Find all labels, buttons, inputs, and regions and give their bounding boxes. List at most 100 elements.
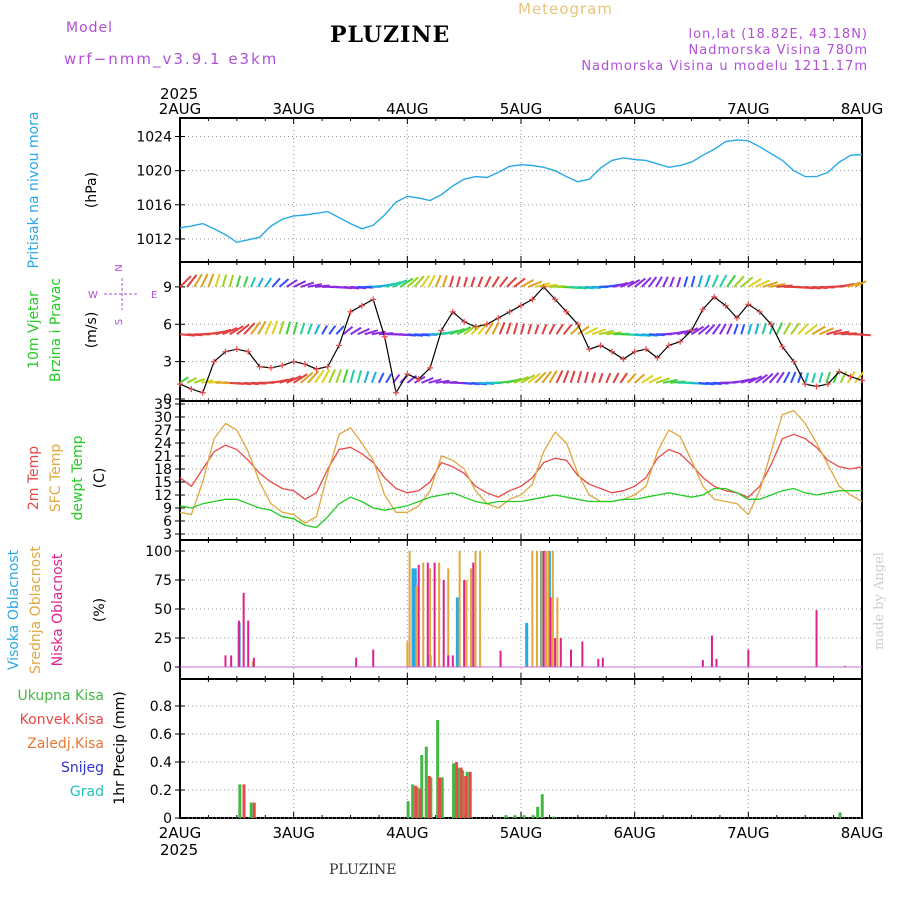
wind-arrow [207, 273, 215, 288]
wind-arrow [598, 372, 604, 384]
wind-arrow [569, 370, 576, 384]
wind-arrow [484, 275, 492, 288]
cloud-bar [238, 620, 241, 667]
wind-arrow [634, 373, 646, 384]
precip-bar [436, 720, 440, 818]
wind-gust-marker [665, 342, 672, 349]
wind-gust-marker [790, 358, 797, 365]
wind-arrow [527, 372, 541, 384]
wind-arrow [342, 325, 354, 336]
wind-arrow [655, 276, 663, 288]
wind-gust-marker [267, 364, 274, 371]
panel-temperature [179, 400, 863, 541]
cloud-bar [474, 551, 477, 667]
precip-legend-4: Grad [70, 784, 104, 800]
wind-arrow [754, 323, 760, 335]
wind-arrow [733, 275, 745, 288]
wind-arrow [427, 274, 436, 288]
wind-gust-marker [279, 362, 286, 369]
wind-arrow [676, 276, 682, 288]
y-tick-label: 50 [154, 602, 172, 618]
wind-arrow [307, 283, 322, 288]
temp-line-2 [179, 487, 862, 529]
wind-arrow [321, 324, 328, 335]
wind-arrow [349, 369, 356, 384]
wind-gust-marker [449, 308, 456, 315]
wind-arrow [193, 273, 203, 288]
precip-bar [429, 777, 433, 818]
wind-gust-marker [392, 389, 399, 396]
wind-arrow [541, 323, 548, 335]
y-tick-label: 0 [163, 811, 172, 827]
wind-arrow [235, 275, 242, 288]
wind-arrow [747, 277, 762, 288]
wind-arrow [719, 274, 728, 288]
wind-arrow [229, 325, 244, 336]
wind-arrow [491, 321, 500, 335]
wind-arrow [740, 276, 754, 288]
temp-2m-label: 2m Temp [26, 446, 42, 510]
pressure-unit-label: (hPa) [84, 172, 100, 208]
wind-arrow [293, 280, 306, 288]
cloud-bar [252, 657, 255, 667]
wind-arrow [719, 323, 727, 335]
precip-bar [411, 784, 415, 818]
wind-arrow [634, 277, 646, 288]
cloud-bar [479, 551, 482, 667]
wind-gust-marker [415, 376, 422, 383]
wind-gust-marker [586, 346, 593, 353]
wind-gust-marker [336, 342, 343, 349]
wind-arrow [527, 280, 543, 288]
y-tick-label: 24 [154, 436, 172, 452]
wind-arrow [242, 276, 249, 288]
wind-arrow [512, 322, 519, 335]
wind-arrow [768, 372, 780, 384]
y-tick-label: 1024 [136, 130, 172, 146]
wind-arrow [733, 323, 739, 335]
y-tick-label: 21 [154, 449, 172, 465]
temp-sfc-label: SFC Temp [48, 444, 64, 513]
wind-arrow [854, 371, 865, 384]
wind-arrow [854, 280, 867, 288]
wind-arrow [520, 323, 525, 335]
wind-gust-marker [370, 296, 377, 303]
wind-arrow [250, 276, 257, 288]
wind-arrow [697, 324, 710, 336]
precip-bar [418, 788, 422, 818]
wind-gust-marker [483, 321, 490, 328]
wind-gust-marker [688, 327, 695, 334]
wind-arrow [761, 372, 774, 384]
wind-arrow [271, 320, 279, 335]
wind-arrow [797, 372, 803, 384]
wind-arrow [662, 276, 669, 288]
cloud-bar [559, 638, 562, 667]
y-tick-label: 27 [154, 423, 172, 439]
cloud-bar [570, 649, 573, 667]
wind-arrow [292, 321, 299, 335]
wind-gust-marker [256, 363, 263, 370]
precip-bar [249, 802, 253, 818]
wind-arrow [555, 370, 564, 384]
y-tick-label: 15 [154, 475, 172, 491]
wind-arrow [385, 373, 393, 384]
wind-gust-marker [540, 283, 547, 290]
wind-arrow [257, 277, 264, 288]
precip-legend-1: Konvek.Kisa [20, 712, 104, 728]
wind-gust-marker [836, 368, 843, 375]
precip-bar [465, 771, 469, 818]
wind-arrow [641, 374, 654, 384]
wind-arrow [321, 369, 331, 384]
precip-bar [440, 777, 444, 818]
wind-arrow [583, 371, 589, 384]
cloud-bar [251, 661, 254, 667]
cloud-bar [463, 580, 466, 667]
wind-gust-marker [824, 381, 831, 388]
wind-arrow [669, 276, 675, 288]
wind-gust-marker [631, 348, 638, 355]
wind-arrow [605, 372, 612, 384]
wind-arrow [221, 274, 228, 288]
wind-gust-marker [427, 364, 434, 371]
wind-arrow [520, 374, 536, 384]
y-tick-label: 12 [154, 488, 172, 504]
wind-arrow [755, 279, 770, 288]
